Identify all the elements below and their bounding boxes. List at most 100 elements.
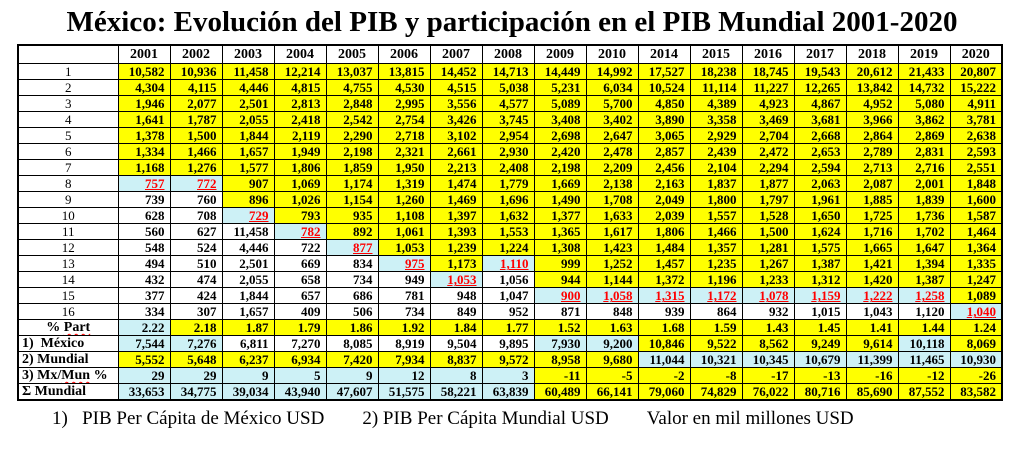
value-cell: 1.43 <box>741 319 795 337</box>
value-cell: 9 <box>325 367 379 385</box>
value-cell: 9,504 <box>429 335 483 353</box>
value-cell: 7,934 <box>377 351 431 369</box>
value-cell: 1,600 <box>949 191 1003 209</box>
value-cell: 11,399 <box>845 351 899 369</box>
table-row: 1) México 7,544 7,276 6,811 7,270 8,085 8,919 9… <box>17 335 1003 353</box>
year-header: 2004 <box>273 44 327 65</box>
value-cell: 1,500 <box>169 127 223 145</box>
value-cell: 2,213 <box>429 159 483 177</box>
value-cell: 793 <box>273 207 327 225</box>
value-cell: 1,736 <box>897 207 951 225</box>
value-cell: 1,797 <box>741 191 795 209</box>
table-row: 3) Mx/Mun % 29 29 9 5 9 12 8 3 -11 -5 -2 -8 -17 -13 -16… <box>17 367 1003 385</box>
value-cell: 2,501 <box>221 95 275 113</box>
value-cell: 1,089 <box>949 287 1003 305</box>
value-cell: 669 <box>273 255 327 273</box>
row-label: 14 <box>17 271 119 289</box>
value-cell: 1,235 <box>689 255 743 273</box>
value-cell: 1,387 <box>793 255 847 273</box>
value-cell: 5 <box>273 367 327 385</box>
value-cell: 560 <box>117 223 171 241</box>
value-cell: 1.24 <box>949 319 1003 337</box>
value-cell: 1,587 <box>949 207 1003 225</box>
value-cell: 14,992 <box>585 63 639 81</box>
table-row: 8 757 772 907 1,069 1,174 1,319 1,474 1,779 1,669… <box>17 175 1003 193</box>
value-cell: -26 <box>949 367 1003 385</box>
value-cell: 871 <box>533 303 587 321</box>
value-cell: 2,077 <box>169 95 223 113</box>
value-cell: 494 <box>117 255 171 273</box>
value-cell: 877 <box>325 239 379 257</box>
value-cell: 1,040 <box>949 303 1003 321</box>
value-cell: 1,174 <box>325 175 379 193</box>
value-cell: 1.52 <box>533 319 587 337</box>
value-cell: 1,457 <box>637 255 691 273</box>
value-cell: 10,936 <box>169 63 223 81</box>
value-cell: 781 <box>377 287 431 305</box>
value-cell: 63,839 <box>481 383 535 401</box>
value-cell: 3,065 <box>637 127 691 145</box>
value-cell: 1,885 <box>845 191 899 209</box>
value-cell: 1,423 <box>585 239 639 257</box>
page-title: México: Evolución del PIB y participació… <box>66 6 958 38</box>
table-row: 5 1,378 1,500 1,844 2,119 2,290 2,718 3,102 2,95… <box>17 127 1003 145</box>
year-header: 2007 <box>429 44 483 65</box>
value-cell: 3,745 <box>481 111 535 129</box>
value-cell: 18,745 <box>741 63 795 81</box>
footnote-units: Valor en mil millones USD <box>646 407 854 429</box>
value-cell: 1,806 <box>273 159 327 177</box>
value-cell: 432 <box>117 271 171 289</box>
value-cell: 2,408 <box>481 159 535 177</box>
value-cell: 1,528 <box>741 207 795 225</box>
value-cell: 1,490 <box>533 191 587 209</box>
value-cell: 2,119 <box>273 127 327 145</box>
year-header: 2003 <box>221 44 275 65</box>
value-cell: 2,049 <box>637 191 691 209</box>
table-row: 4 1,641 1,787 2,055 2,418 2,542 2,754 3,426 3,74… <box>17 111 1003 129</box>
value-cell: 2,848 <box>325 95 379 113</box>
value-cell: 1,617 <box>585 223 639 241</box>
value-cell: 10,930 <box>949 351 1003 369</box>
value-cell: 1,633 <box>585 207 639 225</box>
value-cell: 1,308 <box>533 239 587 257</box>
value-cell: 2,716 <box>897 159 951 177</box>
value-cell: 1,061 <box>377 223 431 241</box>
value-cell: 1,394 <box>897 255 951 273</box>
value-cell: 1,172 <box>689 287 743 305</box>
spellcheck-word: Part <box>63 319 91 335</box>
value-cell: 1,787 <box>169 111 223 129</box>
year-header: 2016 <box>741 44 795 65</box>
value-cell: 1,500 <box>741 223 795 241</box>
value-cell: 524 <box>169 239 223 257</box>
value-cell: 849 <box>429 303 483 321</box>
value-cell: 11,458 <box>221 223 275 241</box>
value-cell: -2 <box>637 367 691 385</box>
table-row: 16 334 307 1,657 409 506 734 849 952 871 848 939 864… <box>17 303 1003 321</box>
value-cell: 1.92 <box>377 319 431 337</box>
value-cell: 1.86 <box>325 319 379 337</box>
value-cell: 2,704 <box>741 127 795 145</box>
value-cell: 2.18 <box>169 319 223 337</box>
value-cell: 1.68 <box>637 319 691 337</box>
value-cell: 510 <box>169 255 223 273</box>
value-cell: 4,530 <box>377 79 431 97</box>
value-cell: 1,173 <box>429 255 483 273</box>
value-cell: 1,484 <box>637 239 691 257</box>
footnotes: 1) PIB Per Cápita de México USD 2) PIB P… <box>52 408 1024 430</box>
value-cell: -16 <box>845 367 899 385</box>
value-cell: 1,632 <box>481 207 535 225</box>
value-cell: 3,681 <box>793 111 847 129</box>
table-row: 12 548 524 4,446 722 877 1,053 1,239 1,224 1,308 1… <box>17 239 1003 257</box>
value-cell: 2,039 <box>637 207 691 225</box>
value-cell: 1,239 <box>429 239 483 257</box>
value-cell: 5,552 <box>117 351 171 369</box>
value-cell: 3,556 <box>429 95 483 113</box>
value-cell: 1.87 <box>221 319 275 337</box>
value-cell: 1,961 <box>793 191 847 209</box>
year-header: 2006 <box>377 44 431 65</box>
value-cell: 1,334 <box>117 143 171 161</box>
value-cell: 7,276 <box>169 335 223 353</box>
table-row: 2 4,304 4,115 4,446 4,815 4,755 4,530 4,515 5,03… <box>17 79 1003 97</box>
value-cell: 2,063 <box>793 175 847 193</box>
value-cell: 2,439 <box>689 143 743 161</box>
